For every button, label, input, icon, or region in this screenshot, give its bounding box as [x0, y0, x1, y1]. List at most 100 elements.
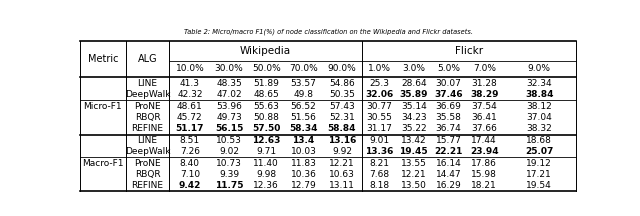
Text: 10.36: 10.36 [291, 170, 316, 179]
Text: 55.63: 55.63 [253, 102, 279, 111]
Text: 36.69: 36.69 [436, 102, 461, 111]
Text: 48.61: 48.61 [177, 102, 203, 111]
Text: 30.55: 30.55 [366, 113, 392, 122]
Text: 37.54: 37.54 [472, 102, 497, 111]
Text: 47.02: 47.02 [216, 90, 242, 99]
Text: 48.65: 48.65 [253, 90, 279, 99]
Text: 13.50: 13.50 [401, 181, 427, 190]
Text: 5.0%: 5.0% [437, 64, 460, 73]
Text: 22.21: 22.21 [435, 147, 463, 156]
Text: 58.84: 58.84 [328, 124, 356, 133]
Text: 17.86: 17.86 [471, 159, 497, 168]
Text: 13.36: 13.36 [365, 147, 393, 156]
Text: 25.07: 25.07 [525, 147, 554, 156]
Text: 50.0%: 50.0% [252, 64, 280, 73]
Text: 32.06: 32.06 [365, 90, 393, 99]
Text: 14.47: 14.47 [436, 170, 461, 179]
Text: 31.28: 31.28 [472, 79, 497, 88]
Text: 37.66: 37.66 [471, 124, 497, 133]
Text: 58.34: 58.34 [289, 124, 317, 133]
Text: 31.17: 31.17 [366, 124, 392, 133]
Text: 15.77: 15.77 [436, 136, 461, 145]
Text: 49.73: 49.73 [216, 113, 242, 122]
Text: 90.0%: 90.0% [328, 64, 356, 73]
Text: ProNE: ProNE [134, 102, 161, 111]
Text: 35.14: 35.14 [401, 102, 427, 111]
Text: 10.03: 10.03 [291, 147, 316, 156]
Text: 7.26: 7.26 [180, 147, 200, 156]
Text: 35.22: 35.22 [401, 124, 427, 133]
Text: 7.68: 7.68 [369, 170, 389, 179]
Text: 9.02: 9.02 [219, 147, 239, 156]
Text: REFINE: REFINE [131, 124, 163, 133]
Text: 9.0%: 9.0% [528, 64, 551, 73]
Text: 25.3: 25.3 [369, 79, 389, 88]
Text: 12.21: 12.21 [401, 170, 427, 179]
Text: 37.04: 37.04 [527, 113, 552, 122]
Text: 19.12: 19.12 [527, 159, 552, 168]
Text: 50.35: 50.35 [329, 90, 355, 99]
Text: 41.3: 41.3 [180, 79, 200, 88]
Text: 12.63: 12.63 [252, 136, 280, 145]
Text: 10.63: 10.63 [329, 170, 355, 179]
Text: Wikipedia: Wikipedia [240, 46, 291, 56]
Text: 51.89: 51.89 [253, 79, 279, 88]
Text: 32.34: 32.34 [527, 79, 552, 88]
Text: 12.36: 12.36 [253, 181, 279, 190]
Text: ProNE: ProNE [134, 159, 161, 168]
Text: 35.58: 35.58 [436, 113, 461, 122]
Text: 30.0%: 30.0% [214, 64, 243, 73]
Text: DeepWalk: DeepWalk [125, 90, 170, 99]
Text: 7.10: 7.10 [180, 170, 200, 179]
Text: 11.75: 11.75 [215, 181, 243, 190]
Text: 38.29: 38.29 [470, 90, 499, 99]
Text: 38.32: 38.32 [527, 124, 552, 133]
Text: 13.55: 13.55 [401, 159, 427, 168]
Text: 11.83: 11.83 [291, 159, 316, 168]
Text: REFINE: REFINE [131, 181, 163, 190]
Text: 57.50: 57.50 [252, 124, 280, 133]
Text: Macro-F1: Macro-F1 [82, 159, 124, 168]
Text: 7.0%: 7.0% [473, 64, 496, 73]
Text: Metric: Metric [88, 54, 118, 64]
Text: 17.44: 17.44 [472, 136, 497, 145]
Text: 34.23: 34.23 [401, 113, 427, 122]
Text: 8.18: 8.18 [369, 181, 389, 190]
Text: 36.74: 36.74 [436, 124, 461, 133]
Text: 52.31: 52.31 [329, 113, 355, 122]
Text: Table 2: Micro/macro F1(%) of node classification on the Wikipedia and Flickr da: Table 2: Micro/macro F1(%) of node class… [184, 29, 472, 35]
Text: 35.89: 35.89 [399, 90, 428, 99]
Text: 53.57: 53.57 [291, 79, 316, 88]
Text: ALG: ALG [138, 54, 157, 64]
Text: 8.21: 8.21 [369, 159, 389, 168]
Text: 1.0%: 1.0% [367, 64, 390, 73]
Text: 30.07: 30.07 [436, 79, 461, 88]
Text: 9.42: 9.42 [179, 181, 201, 190]
Text: 19.54: 19.54 [527, 181, 552, 190]
Text: 50.88: 50.88 [253, 113, 279, 122]
Text: 11.40: 11.40 [253, 159, 279, 168]
Text: RBQR: RBQR [134, 170, 160, 179]
Text: Micro-F1: Micro-F1 [83, 102, 122, 111]
Text: 10.53: 10.53 [216, 136, 242, 145]
Text: 54.86: 54.86 [329, 79, 355, 88]
Text: 48.35: 48.35 [216, 79, 242, 88]
Text: 36.41: 36.41 [472, 113, 497, 122]
Text: 45.72: 45.72 [177, 113, 203, 122]
Text: 8.51: 8.51 [180, 136, 200, 145]
Text: DeepWalk: DeepWalk [125, 147, 170, 156]
Text: 8.40: 8.40 [180, 159, 200, 168]
Text: LINE: LINE [138, 136, 157, 145]
Text: 10.0%: 10.0% [175, 64, 204, 73]
Text: 9.71: 9.71 [256, 147, 276, 156]
Text: 17.21: 17.21 [527, 170, 552, 179]
Text: 38.84: 38.84 [525, 90, 554, 99]
Text: 49.8: 49.8 [294, 90, 314, 99]
Text: 18.21: 18.21 [472, 181, 497, 190]
Text: 3.0%: 3.0% [403, 64, 426, 73]
Text: 37.46: 37.46 [434, 90, 463, 99]
Text: 13.11: 13.11 [329, 181, 355, 190]
Text: 12.79: 12.79 [291, 181, 316, 190]
Text: Flickr: Flickr [455, 46, 483, 56]
Text: 18.68: 18.68 [526, 136, 552, 145]
